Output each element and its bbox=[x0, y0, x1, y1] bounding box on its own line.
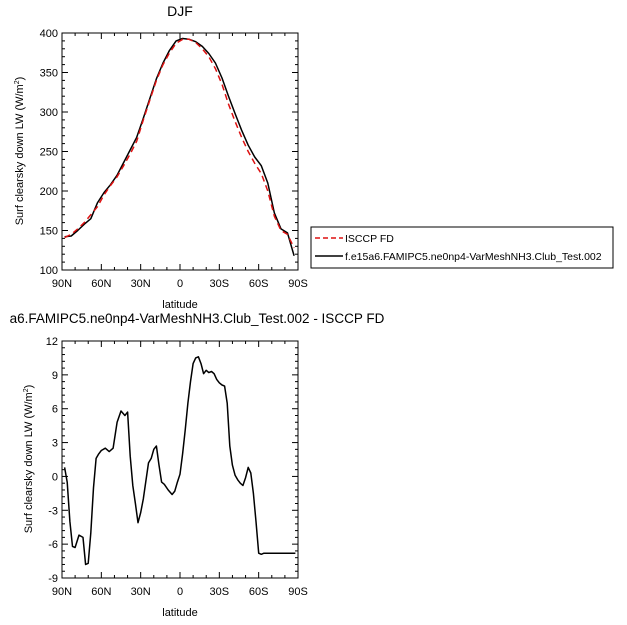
bottom-x-tick-label: 30N bbox=[131, 586, 151, 598]
top-series-line-0 bbox=[64, 37, 295, 257]
bottom-y-tick-label: 0 bbox=[52, 471, 58, 483]
top-y-tick-label: 150 bbox=[40, 226, 58, 238]
top-y-tick-label: 400 bbox=[40, 28, 58, 40]
legend-box bbox=[310, 226, 614, 269]
bottom-chart: a6.FAMIPC5.ne0np4-VarMeshNH3.Club_Test.0… bbox=[10, 311, 385, 619]
bottom-series-group bbox=[63, 356, 296, 566]
bottom-y-tick-label: -9 bbox=[48, 573, 58, 585]
bottom-chart-title: a6.FAMIPC5.ne0np4-VarMeshNH3.Club_Test.0… bbox=[10, 311, 385, 326]
top-chart-title: DJF bbox=[167, 3, 193, 19]
bottom-plot-frame bbox=[61, 340, 299, 579]
top-x-tick-label: 30N bbox=[131, 278, 151, 290]
top-y-tick-label: 300 bbox=[40, 107, 58, 119]
top-x-tick-label: 60N bbox=[91, 278, 111, 290]
top-chart: DJF 90N 60N 30N 0 30S 60S 90S 100 150 200 250 300 35… bbox=[14, 3, 308, 311]
top-x-axis-label: latitude bbox=[162, 299, 197, 311]
top-series-group bbox=[64, 37, 295, 257]
top-x-tick-label: 0 bbox=[177, 278, 183, 290]
bottom-x-tick-label: 90S bbox=[288, 586, 308, 598]
bottom-y-tick-label: 3 bbox=[52, 438, 58, 450]
bottom-y-tick-label: 6 bbox=[52, 404, 58, 416]
top-y-tick-label: 100 bbox=[40, 265, 58, 277]
top-y-tick-label: 350 bbox=[40, 68, 58, 80]
top-x-tick-label: 90N bbox=[52, 278, 72, 290]
bottom-x-tick-label: 90N bbox=[52, 586, 72, 598]
top-x-tick-label: 60S bbox=[249, 278, 269, 290]
legend-label-isccp: ISCCP FD bbox=[345, 233, 394, 245]
top-x-tick-label: 30S bbox=[210, 278, 230, 290]
bottom-y-tick-label: -3 bbox=[48, 505, 58, 517]
top-axes: 90N 60N 30N 0 30S 60S 90S 100 150 200 250 300 350 400 bbox=[40, 28, 308, 290]
bottom-x-axis-label: latitude bbox=[162, 607, 197, 619]
top-series-line-1 bbox=[64, 38, 295, 249]
legend: ISCCP FD f.e15a6.FAMIPC5.ne0np4-VarMeshN… bbox=[310, 226, 614, 269]
bottom-series-line-0 bbox=[63, 356, 296, 566]
top-y-tick-label: 200 bbox=[40, 186, 58, 198]
top-x-tick-label: 90S bbox=[288, 278, 308, 290]
bottom-x-tick-label: 30S bbox=[210, 586, 230, 598]
bottom-y-tick-label: 9 bbox=[52, 370, 58, 382]
legend-label-model: f.e15a6.FAMIPC5.ne0np4-VarMeshNH3.Club_T… bbox=[345, 251, 602, 263]
bottom-y-tick-label: 12 bbox=[46, 336, 58, 348]
bottom-y-tick-label: -6 bbox=[48, 539, 58, 551]
bottom-x-tick-label: 0 bbox=[177, 586, 183, 598]
top-plot-frame bbox=[61, 32, 299, 271]
bottom-y-axis-label: Surf clearsky down LW (W/m2) bbox=[23, 385, 35, 534]
bottom-axes: 90N 60N 30N 0 30S 60S 90S -9 -6 -3 0 3 6 9 12 bbox=[46, 336, 308, 598]
top-y-axis-label: Surf clearsky down LW (W/m2) bbox=[14, 77, 26, 226]
bottom-x-tick-label: 60N bbox=[91, 586, 111, 598]
top-y-tick-label: 250 bbox=[40, 147, 58, 159]
bottom-x-tick-label: 60S bbox=[249, 586, 269, 598]
